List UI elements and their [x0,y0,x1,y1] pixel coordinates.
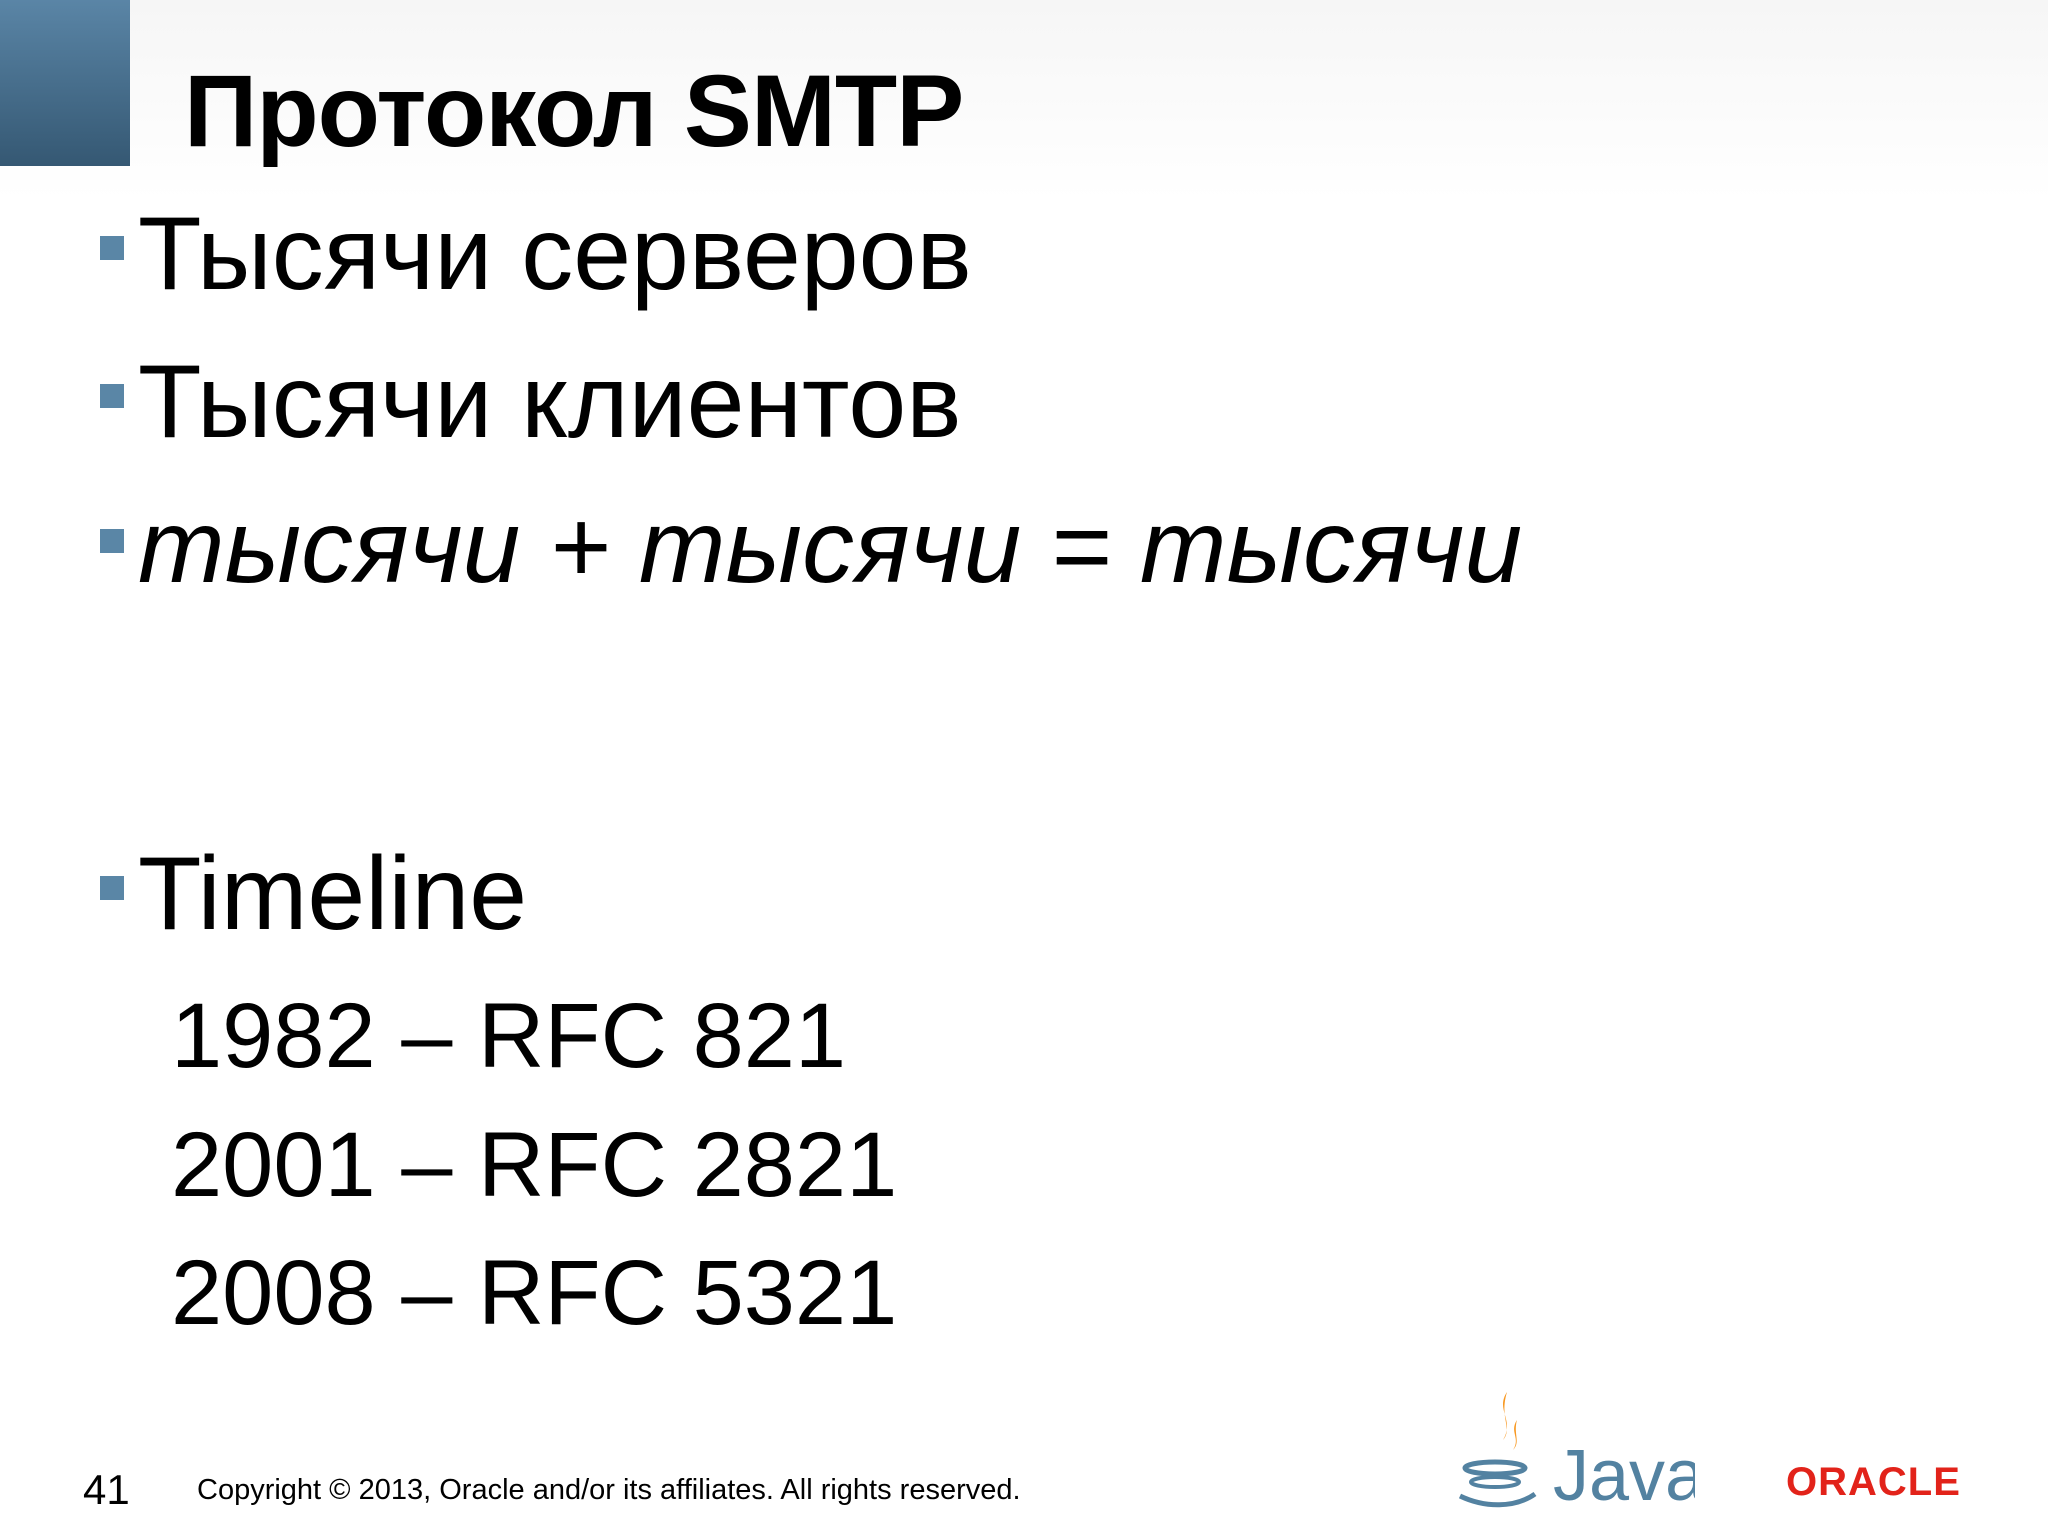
page-number: 41 [83,1466,130,1513]
bullet-text: Тысячи клиентов [138,344,962,460]
copyright: Copyright © 2013, Oracle and/or its affi… [197,1474,1021,1506]
bullet-item: Тысячи клиентов [100,350,961,454]
accent-block [0,0,130,166]
bullet-text: Тысячи серверов [138,196,972,312]
bullet-text: тысячи + тысячи = тысячи [138,489,1523,605]
bullet-square-icon [100,528,124,553]
svg-text:Java: Java [1553,1436,1695,1512]
slide-title: Протокол SMTP [184,54,964,168]
oracle-logo: ORACLE [1786,1460,1961,1504]
timeline-item: 2008 – RFC 5321 [171,1242,898,1344]
bullet-square-icon [100,235,124,260]
title-band [0,0,2048,200]
bullet-text: Timeline [138,836,528,952]
bullet-item: Timeline [100,842,527,946]
bullet-item: тысячи + тысячи = тысячи [100,495,1522,599]
java-logo: Java [1458,1392,1695,1512]
bullet-square-icon [100,383,124,408]
timeline-item: 1982 – RFC 821 [171,985,847,1087]
timeline-item: 2001 – RFC 2821 [171,1114,898,1216]
bullet-item: Тысячи серверов [100,202,972,306]
bullet-square-icon [100,875,124,900]
